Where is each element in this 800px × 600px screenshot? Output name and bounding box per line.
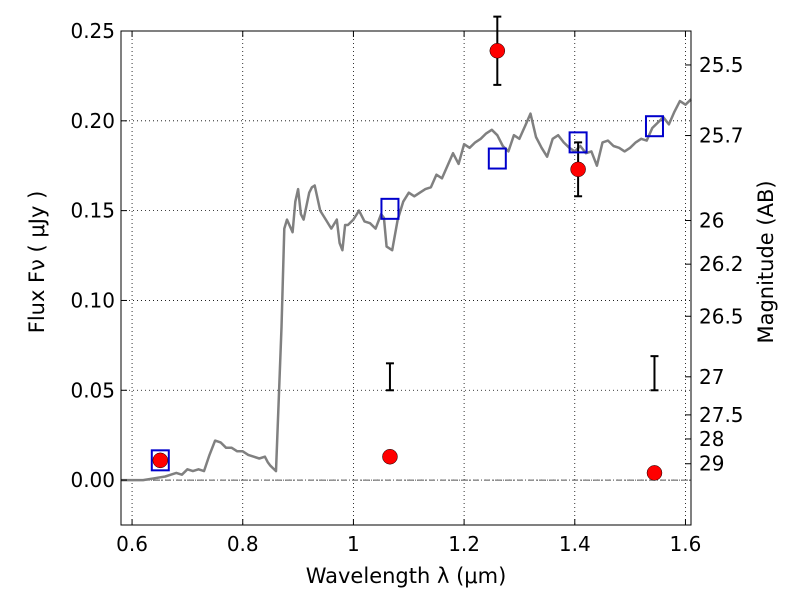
y-tick-label: 0.15 (70, 199, 115, 223)
y-tick-label: 0.20 (70, 109, 115, 133)
x-tick-label: 1.6 (670, 532, 702, 556)
y2-tick-label: 25.5 (699, 53, 744, 77)
y2-tick-label: 25.7 (699, 124, 744, 148)
y2-tick-label: 27 (699, 365, 724, 389)
axis-ticks (121, 30, 691, 525)
x-tick-labels: 0.6 0.8 1 1.2 1.4 1.6 (116, 532, 701, 556)
y-tick-label: 0.05 (70, 378, 115, 402)
observed-flux-point (152, 452, 169, 469)
y-tick-label: 0.00 (70, 468, 115, 492)
y2-tick-label: 26.5 (699, 304, 744, 328)
x-axis-label: Wavelength λ (μm) (306, 564, 507, 588)
observed-flux-point (570, 161, 586, 178)
y-tick-label: 0.25 (70, 19, 115, 43)
x-tick-label: 1.4 (559, 532, 591, 556)
y2-tick-label: 27.5 (699, 403, 744, 427)
y-tick-label: 0.10 (70, 288, 115, 312)
synthetic-flux-square (644, 115, 664, 138)
synthetic-flux-square (487, 147, 507, 170)
observed-flux-point (646, 465, 663, 481)
y2-tick-label: 29 (699, 452, 724, 476)
synthetic-flux-square (380, 197, 400, 220)
observed-flux-point (382, 448, 398, 465)
y-axis-label: Flux Fν ( μJy ) (25, 191, 49, 334)
markers-layer (150, 43, 664, 481)
y2-axis-label: Magnitude (AB) (754, 180, 778, 343)
y2-tick-label: 26.2 (699, 252, 744, 276)
synthetic-flux-square (150, 449, 170, 472)
y-tick-labels: 0.00 0.05 0.10 0.15 0.20 0.25 (70, 19, 115, 492)
y2-tick-label: 28 (699, 427, 724, 451)
x-tick-label: 0.8 (227, 532, 259, 556)
x-tick-label: 1.2 (448, 532, 480, 556)
x-tick-label: 1 (347, 532, 360, 556)
x-tick-label: 0.6 (116, 532, 148, 556)
plot-frame (120, 30, 692, 526)
y2-tick-label: 26 (699, 209, 724, 233)
observed-flux-point (489, 43, 506, 59)
synthetic-flux-square (568, 131, 588, 154)
